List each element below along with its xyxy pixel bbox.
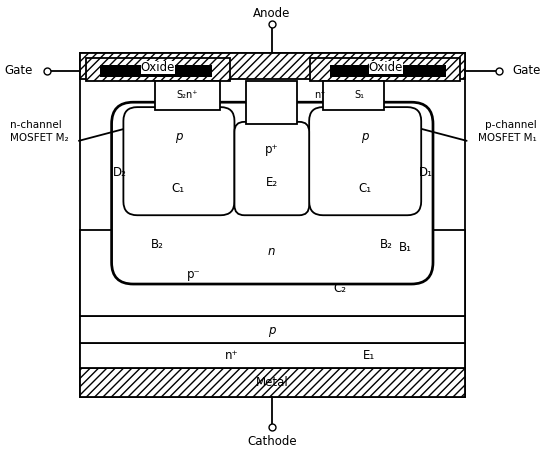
Text: C₁: C₁ [359, 182, 372, 195]
Text: Anode: Anode [253, 7, 290, 20]
Text: n: n [268, 245, 276, 258]
Text: Oxide: Oxide [369, 61, 403, 74]
Text: D₁: D₁ [419, 166, 433, 180]
FancyBboxPatch shape [111, 102, 433, 284]
Text: Gate: Gate [513, 64, 541, 77]
Text: p: p [175, 130, 182, 143]
Bar [323, 80, 384, 110]
Bar [80, 367, 465, 397]
Text: E₂: E₂ [266, 176, 278, 189]
Text: B₁: B₁ [399, 241, 412, 254]
Bar [86, 58, 229, 80]
Text: C₂: C₂ [333, 282, 346, 295]
Text: D₂: D₂ [112, 166, 126, 180]
Bar [100, 65, 212, 77]
Text: p: p [268, 324, 276, 337]
Text: p⁻: p⁻ [187, 268, 201, 281]
Bar [80, 316, 465, 343]
Text: S₁: S₁ [354, 90, 364, 101]
Bar [80, 343, 465, 367]
Text: B₂: B₂ [381, 238, 393, 251]
Text: Cathode: Cathode [247, 435, 296, 448]
Bar [330, 65, 446, 77]
Text: S₂n⁺: S₂n⁺ [176, 90, 198, 101]
FancyBboxPatch shape [234, 122, 309, 215]
Text: Metal: Metal [256, 376, 288, 389]
Text: p-channel
MOSFET M₁: p-channel MOSFET M₁ [478, 121, 537, 143]
Bar [310, 58, 460, 80]
Text: C₁: C₁ [172, 182, 185, 195]
Text: Oxide: Oxide [141, 61, 175, 74]
FancyBboxPatch shape [309, 107, 421, 215]
Bar [80, 230, 465, 316]
Text: n⁺: n⁺ [225, 349, 238, 362]
Text: n-channel
MOSFET M₂: n-channel MOSFET M₂ [10, 121, 69, 143]
Text: n⁺: n⁺ [314, 90, 326, 101]
Bar [155, 80, 219, 110]
FancyBboxPatch shape [123, 107, 234, 215]
Bar [80, 53, 465, 79]
Text: B₂: B₂ [151, 238, 164, 251]
Bar [80, 53, 465, 397]
Bar [246, 80, 298, 124]
Text: E₁: E₁ [363, 349, 375, 362]
Text: p⁺: p⁺ [265, 143, 278, 156]
Text: p: p [361, 130, 369, 143]
Text: Gate: Gate [4, 64, 33, 77]
